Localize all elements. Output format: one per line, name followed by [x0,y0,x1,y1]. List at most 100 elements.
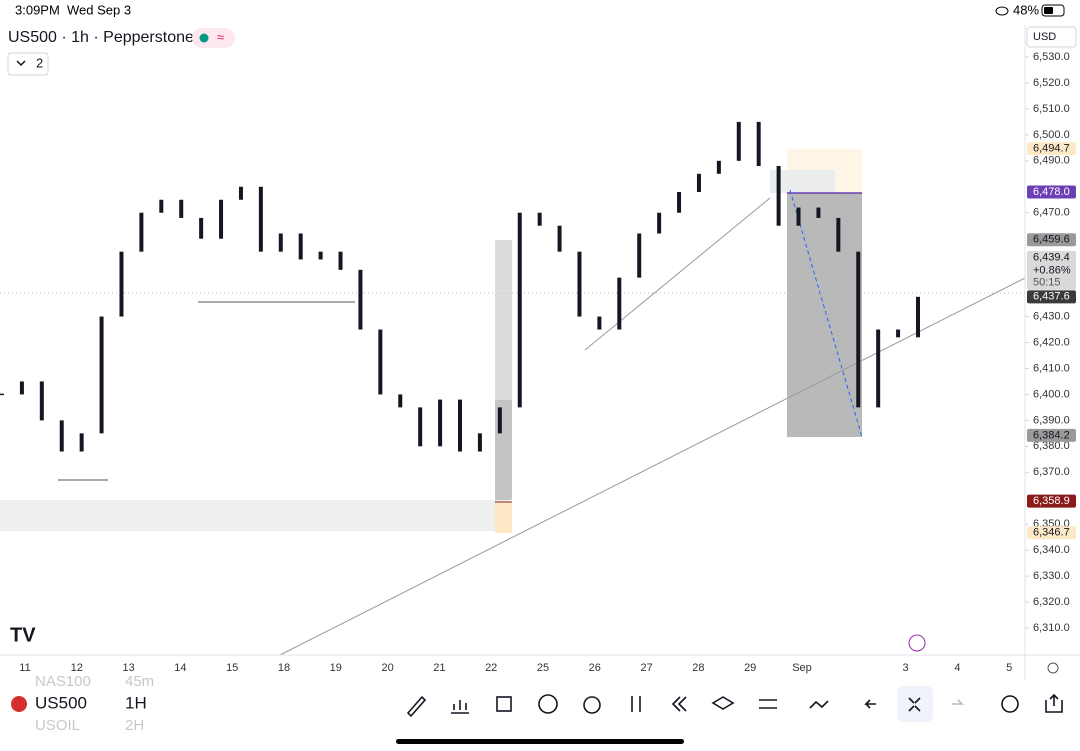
y-tick-label: 6,380.0 [1033,440,1070,452]
zone [770,170,835,193]
bottom-interval[interactable]: 1H [125,693,147,712]
market-open-dot [199,33,209,43]
prev-symbol[interactable]: NAS100 [35,673,91,690]
price-label-bg [1027,142,1076,156]
candle [657,212,662,234]
draw-tool[interactable] [406,695,427,718]
x-tick-label: 15 [226,662,238,674]
y-tick-label: 6,310.0 [1033,622,1070,634]
x-tick-label: 19 [330,662,342,674]
home-indicator [396,739,684,744]
price-label: 6,494.7 [1033,143,1070,155]
layers-tool[interactable] [711,696,735,710]
price-label-bg [1027,494,1076,508]
candle [477,433,482,452]
y-tick-label: 6,530.0 [1033,51,1070,63]
currency: USD [1033,31,1056,43]
price-label: 6,478.0 [1033,186,1070,198]
battery-fill [1044,7,1053,14]
zone [495,502,512,533]
bottom-symbol[interactable]: US500 [35,693,87,712]
tv-logo: TV [10,624,36,646]
candle [776,166,781,226]
currency-button[interactable] [1026,26,1077,48]
redo[interactable] [952,699,964,705]
stop-zone [787,193,862,437]
price-label: 6,384.2 [1033,429,1070,441]
battery-level: 48% [1013,2,1039,17]
candle [836,217,841,252]
candle [677,191,682,213]
price-label: 6,459.6 [1033,234,1070,246]
candle [378,329,383,395]
symbol-title[interactable]: US500 · 1h · Pepperstone [8,29,194,46]
drawings [0,149,1026,656]
fullscreen-bg[interactable] [897,686,933,722]
last-price-bg [1027,250,1076,290]
candle [159,199,164,213]
fullscreen[interactable] [908,697,921,712]
chart-type-tool[interactable] [631,696,641,712]
eye-icon [995,6,1009,16]
x-tick-label: 12 [71,662,83,674]
price-label-bg [1027,185,1076,199]
settings-tool[interactable] [759,699,777,709]
x-tick-label: 22 [485,662,497,674]
candle [278,233,283,252]
watchlist-tool[interactable] [1001,695,1019,713]
y-tick-label: 6,420.0 [1033,336,1070,348]
candle [99,316,104,434]
candle [856,251,861,408]
indicators-tool[interactable] [451,700,469,714]
undo[interactable] [864,699,876,709]
y-tick-label: 6,490.0 [1033,155,1070,167]
price-label-bg [1027,233,1076,247]
candle [696,173,701,192]
add-tool[interactable] [538,694,558,714]
x-tick-label: 20 [381,662,393,674]
y-tick-label: 6,330.0 [1033,570,1070,582]
last-price: 6,439.4 [1033,252,1070,264]
trend-tool[interactable] [809,700,829,709]
y-tick-label: 6,320.0 [1033,596,1070,608]
candle [39,381,44,421]
candle [537,212,542,226]
candle [756,121,761,167]
replay-tool[interactable] [671,696,687,712]
y-tick-label: 6,430.0 [1033,310,1070,322]
y-tick-label: 6,390.0 [1033,414,1070,426]
candle [238,186,243,200]
candle [816,207,821,218]
candle [19,381,24,395]
x-tick-label: 11 [19,662,30,674]
x-tick-label: 21 [433,662,445,674]
prev-interval[interactable]: 45m [125,673,154,690]
share-tool[interactable] [1045,693,1063,713]
candles [0,121,920,452]
y-tick-label: 6,340.0 [1033,544,1070,556]
candle [418,407,423,447]
indicator-count: 2 [36,55,43,70]
candle [398,394,403,408]
price-label: 6,358.9 [1033,495,1070,507]
alert-tool[interactable] [583,696,601,714]
last-price-change: +0.86% [1033,265,1071,277]
status-pill[interactable] [192,28,235,48]
x-tick-label: 13 [122,662,134,674]
x-tick-label: 3 [903,662,909,674]
price-label: 6,346.7 [1033,527,1070,539]
y-tick-label: 6,370.0 [1033,466,1070,478]
candle [796,207,801,226]
trend-line [584,197,771,351]
candle [637,233,642,278]
next-interval[interactable]: 2H [125,717,144,734]
candle [557,225,562,252]
layout-tool[interactable] [496,696,512,712]
next-symbol[interactable]: USOIL [35,717,80,734]
price-label: 6,437.6 [1033,291,1070,303]
settings-icon[interactable] [1047,662,1059,674]
indicator-toggle[interactable] [7,52,49,76]
price-label-bg [1027,526,1076,540]
flash-icon[interactable] [908,634,926,652]
x-tick-label: 25 [537,662,549,674]
